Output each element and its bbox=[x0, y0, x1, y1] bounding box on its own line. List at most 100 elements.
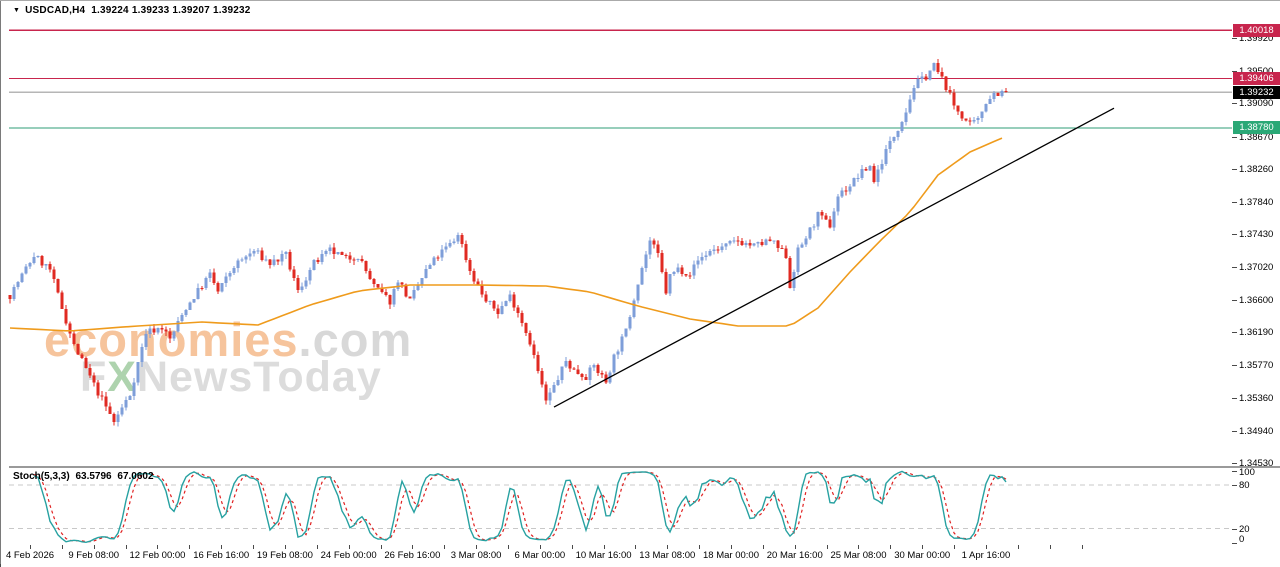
time-tick-label: 30 Mar 00:00 bbox=[894, 550, 951, 561]
candle-body bbox=[444, 246, 448, 250]
ohlc-open: 1.39224 bbox=[91, 5, 129, 16]
candle-wick bbox=[357, 258, 359, 262]
time-tick-mark bbox=[667, 545, 669, 549]
candle-wick bbox=[685, 273, 687, 278]
time-tick-mark bbox=[412, 545, 414, 549]
candle-body bbox=[196, 288, 200, 300]
candle-body bbox=[60, 292, 64, 309]
candle-wick bbox=[489, 300, 491, 305]
candle-body bbox=[512, 294, 516, 308]
candle-body bbox=[708, 250, 712, 256]
candle-body bbox=[108, 406, 112, 415]
candle-body bbox=[676, 267, 680, 272]
time-tick-mark bbox=[603, 545, 605, 549]
candle-body bbox=[940, 71, 944, 77]
stochastic-panel-canvas[interactable] bbox=[0, 469, 1232, 545]
candle-body bbox=[804, 238, 808, 245]
candle-wick bbox=[773, 240, 775, 244]
candle-body bbox=[12, 286, 16, 299]
candle-wick bbox=[725, 243, 727, 251]
candle-body bbox=[748, 242, 752, 246]
candle-body bbox=[696, 260, 700, 265]
price-tick-label: 1.38670 bbox=[1239, 131, 1274, 143]
candle-body bbox=[596, 365, 600, 374]
candle-wick bbox=[453, 238, 455, 245]
panel-separator[interactable] bbox=[9, 466, 1280, 468]
price-tick-label: 1.37020 bbox=[1239, 261, 1274, 273]
price-tick-mark bbox=[1232, 202, 1237, 203]
candle-body bbox=[544, 384, 548, 401]
symbol-dropdown-icon[interactable]: ▼ bbox=[13, 7, 21, 14]
candle-body bbox=[516, 307, 520, 314]
candle-body bbox=[48, 264, 52, 270]
candle-body bbox=[200, 288, 204, 290]
candle-body bbox=[32, 257, 36, 264]
candle-body bbox=[524, 323, 528, 334]
time-tick-mark bbox=[348, 545, 350, 549]
candle-body bbox=[900, 122, 904, 131]
candle-body bbox=[888, 141, 892, 150]
candle-wick bbox=[585, 373, 587, 381]
candle-body bbox=[44, 264, 48, 266]
candle-wick bbox=[345, 253, 347, 259]
candle-body bbox=[568, 361, 572, 369]
candle-body bbox=[616, 351, 620, 355]
candle-body bbox=[336, 252, 340, 255]
candle-body bbox=[56, 278, 60, 293]
candle-wick bbox=[1005, 88, 1007, 93]
candle-body bbox=[252, 250, 256, 254]
stoch-k-line bbox=[33, 470, 1007, 544]
candles-series bbox=[8, 58, 1008, 427]
candle-body bbox=[64, 308, 68, 324]
candle-body bbox=[284, 251, 288, 255]
candle-body bbox=[68, 323, 72, 334]
candle-body bbox=[496, 308, 500, 314]
candle-wick bbox=[781, 244, 783, 249]
candle-body bbox=[112, 414, 116, 422]
candle-body bbox=[160, 328, 164, 330]
price-chart-canvas[interactable] bbox=[0, 0, 1232, 466]
time-tick-label: 20 Mar 16:00 bbox=[766, 550, 823, 561]
candle-body bbox=[752, 243, 756, 246]
time-tick-mark bbox=[539, 545, 541, 549]
candle-body bbox=[116, 414, 120, 422]
candle-wick bbox=[733, 236, 735, 244]
candle-body bbox=[128, 395, 132, 401]
candle-body bbox=[980, 111, 984, 119]
candle-body bbox=[660, 253, 664, 273]
candle-body bbox=[720, 246, 724, 250]
candle-body bbox=[136, 362, 140, 383]
candle-body bbox=[148, 328, 152, 334]
candle-body bbox=[960, 111, 964, 119]
price-level-badge: 1.38780 bbox=[1233, 121, 1280, 135]
candle-body bbox=[372, 279, 376, 285]
candle-body bbox=[88, 368, 92, 376]
candle-body bbox=[312, 259, 316, 271]
candle-body bbox=[968, 120, 972, 122]
indicator-d-value: 67.0602 bbox=[117, 471, 154, 482]
candle-body bbox=[448, 242, 452, 247]
symbol-header: ▼ USDCAD,H4 1.39224 1.39233 1.39207 1.39232 bbox=[13, 5, 254, 16]
candle-body bbox=[344, 254, 348, 256]
candle-body bbox=[8, 295, 12, 299]
candle-wick bbox=[285, 250, 287, 259]
candle-body bbox=[868, 165, 872, 171]
candle-body bbox=[852, 178, 856, 187]
candle-body bbox=[440, 249, 444, 258]
candle-body bbox=[648, 240, 652, 255]
candle-body bbox=[636, 284, 640, 301]
candle-wick bbox=[813, 223, 815, 231]
symbol-label: USDCAD,H4 bbox=[25, 5, 86, 16]
candle-body bbox=[520, 313, 524, 324]
candle-body bbox=[792, 271, 796, 288]
candle-body bbox=[592, 365, 596, 368]
price-tick-mark bbox=[1232, 266, 1237, 268]
candle-body bbox=[172, 331, 176, 339]
candle-body bbox=[20, 273, 24, 283]
time-tick-mark bbox=[890, 545, 892, 549]
price-tick-mark bbox=[1232, 71, 1237, 73]
candle-wick bbox=[277, 259, 279, 265]
candle-body bbox=[664, 272, 668, 294]
candle-body bbox=[352, 259, 356, 261]
candle-body bbox=[260, 250, 264, 260]
